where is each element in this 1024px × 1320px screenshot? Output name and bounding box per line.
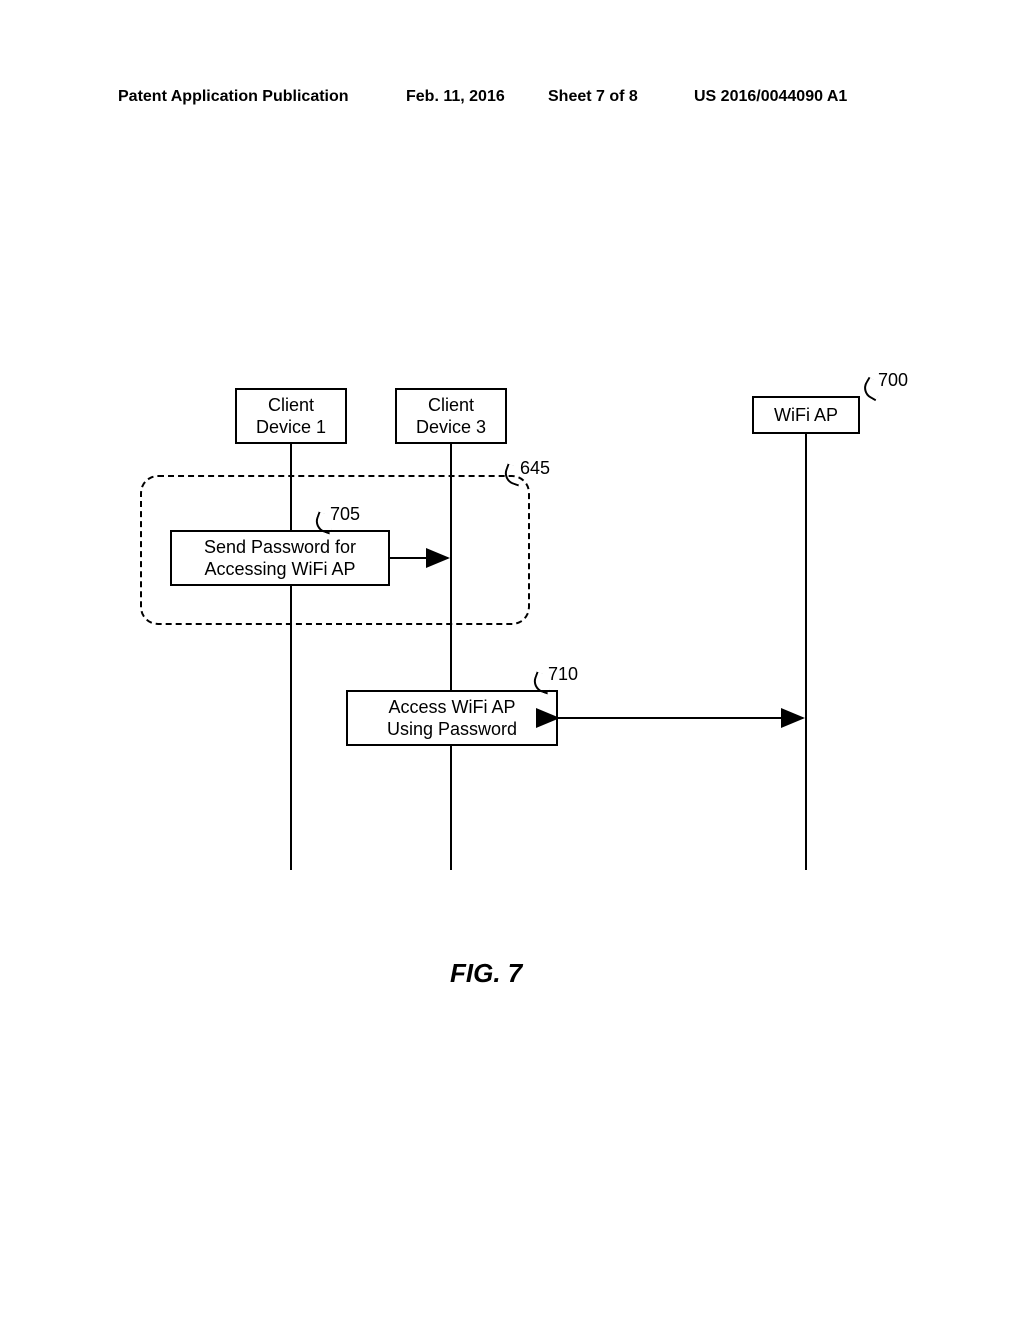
ref-645: 645 xyxy=(520,458,550,479)
node-wifi-ap: WiFi AP xyxy=(752,396,860,434)
node-client-device-1: Client Device 1 xyxy=(235,388,347,444)
lifeline-wifi xyxy=(805,434,807,870)
node-client-device-3: Client Device 3 xyxy=(395,388,507,444)
patent-page: Patent Application Publication Feb. 11, … xyxy=(0,0,1024,1320)
arrows-layer xyxy=(0,0,1024,1320)
ref-710: 710 xyxy=(548,664,578,685)
step-710-access-wifi: Access WiFi AP Using Password xyxy=(346,690,558,746)
sequence-diagram: Client Device 1 Client Device 3 WiFi AP … xyxy=(0,0,1024,1320)
ref-705: 705 xyxy=(330,504,360,525)
figure-label: FIG. 7 xyxy=(450,958,522,989)
step-705-send-password: Send Password for Accessing WiFi AP xyxy=(170,530,390,586)
